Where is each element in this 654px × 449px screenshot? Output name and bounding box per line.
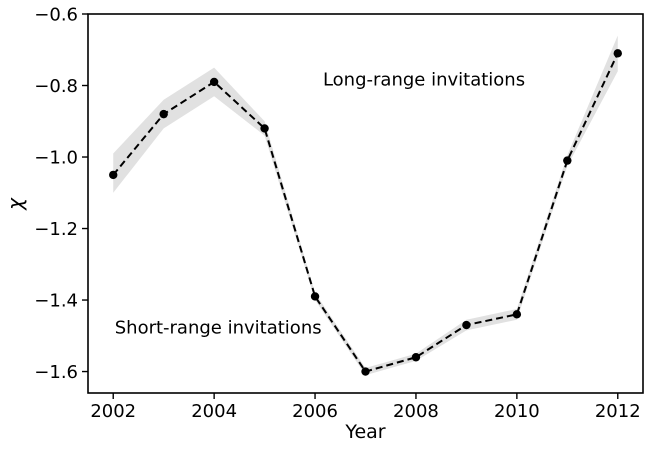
y-tick-label: −1.0 [34, 148, 78, 169]
x-tick-label: 2002 [90, 401, 136, 422]
data-point [159, 109, 168, 119]
x-tick-label: 2010 [494, 401, 540, 422]
data-point [109, 170, 118, 180]
data-point [563, 156, 572, 165]
x-axis-label: Year [345, 421, 386, 443]
data-point [462, 320, 471, 330]
data-point [613, 49, 622, 58]
y-tick-label: −1.6 [34, 362, 78, 383]
x-tick-label: 2012 [595, 401, 641, 422]
data-point [361, 367, 370, 376]
data-point [260, 124, 269, 133]
annotation-short-range-invitations: Short-range invitations [114, 317, 322, 339]
y-tick-label: −0.8 [34, 76, 78, 97]
plot-border [87, 13, 644, 394]
y-axis-label: χ [3, 197, 27, 210]
y-tick-label: −1.4 [34, 291, 78, 312]
data-point [411, 353, 421, 362]
x-tick-label: 2006 [292, 401, 338, 422]
data-point [512, 310, 522, 319]
data-point [310, 292, 320, 301]
annotation-long-range-invitations: Long-range invitations [322, 69, 526, 91]
x-tick-label: 2004 [191, 401, 237, 422]
data-point [209, 77, 219, 87]
x-tick-label: 2008 [393, 401, 439, 422]
y-tick-label: −0.6 [34, 5, 78, 26]
y-tick-label: −1.2 [34, 219, 78, 240]
